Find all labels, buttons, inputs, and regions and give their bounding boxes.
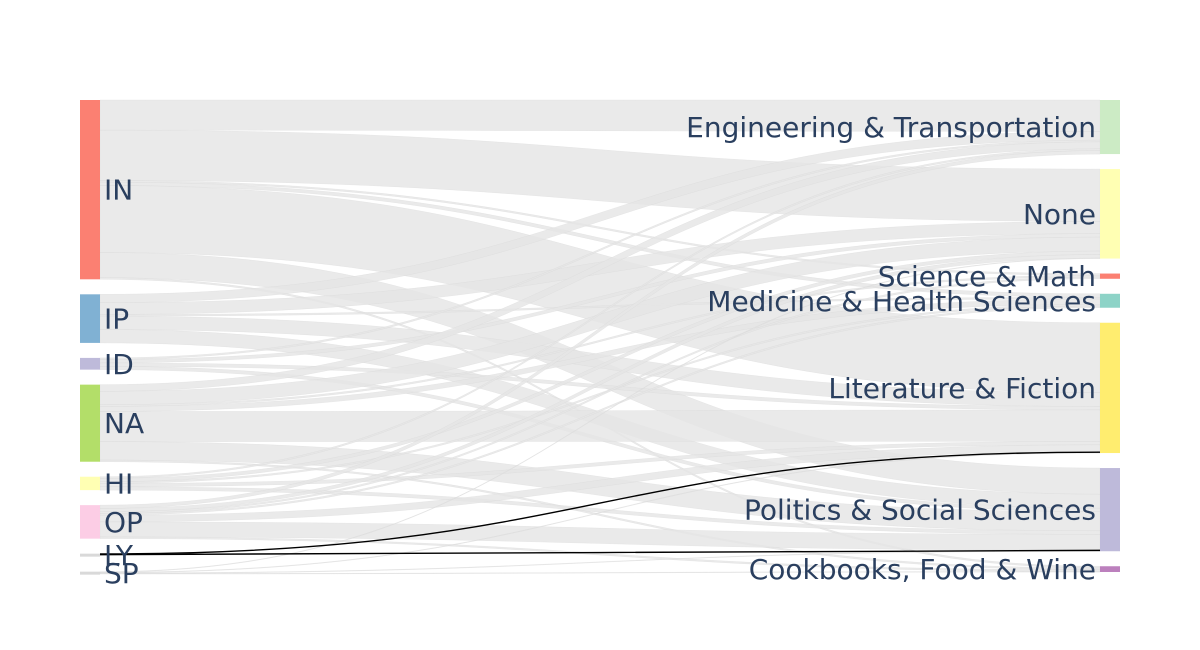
- target-node-sci[interactable]: [1100, 273, 1120, 279]
- source-node-label-id: ID: [104, 348, 134, 381]
- target-node-lit[interactable]: [1100, 322, 1120, 454]
- target-node-label-eng: Engineering & Transportation: [686, 111, 1096, 144]
- link-sp-to-lit: [99, 452, 1101, 574]
- link-sp-to-pol: [99, 550, 1101, 574]
- source-node-label-hi: HI: [104, 467, 133, 500]
- target-node-label-none: None: [1023, 198, 1096, 231]
- source-node-label-ip: IP: [104, 303, 129, 336]
- target-node-label-sci: Science & Math: [878, 260, 1096, 293]
- source-node-na[interactable]: [80, 384, 100, 462]
- source-node-ly[interactable]: [80, 553, 100, 557]
- source-node-in[interactable]: [80, 100, 100, 280]
- sankey-highlight-links: [99, 451, 1101, 556]
- link-ly-to-pol: [99, 549, 1101, 556]
- target-node-med[interactable]: [1100, 293, 1120, 308]
- target-node-label-cook: Cookbooks, Food & Wine: [749, 553, 1096, 586]
- target-node-label-pol: Politics & Social Sciences: [744, 494, 1096, 527]
- sankey-nodes: [80, 100, 1120, 575]
- source-node-label-op: OP: [104, 506, 143, 539]
- source-node-label-na: NA: [104, 407, 144, 440]
- sankey-links: [99, 99, 1101, 575]
- target-node-label-lit: Literature & Fiction: [828, 372, 1096, 405]
- source-node-label-ly: LY: [104, 539, 134, 572]
- source-node-sp[interactable]: [80, 571, 100, 575]
- target-node-eng[interactable]: [1100, 100, 1120, 155]
- source-node-op[interactable]: [80, 505, 100, 539]
- target-node-pol[interactable]: [1100, 468, 1120, 552]
- link-sp-to-none: [99, 257, 1101, 573]
- link-ly-to-lit: [99, 451, 1101, 555]
- source-node-label-in: IN: [104, 174, 133, 207]
- target-node-cook[interactable]: [1100, 566, 1120, 572]
- source-node-id[interactable]: [80, 357, 100, 370]
- target-node-none[interactable]: [1100, 169, 1120, 259]
- target-node-label-med: Medicine & Health Sciences: [707, 285, 1096, 318]
- source-node-label-sp: SP: [104, 557, 139, 590]
- source-node-hi[interactable]: [80, 476, 100, 491]
- source-node-ip[interactable]: [80, 294, 100, 343]
